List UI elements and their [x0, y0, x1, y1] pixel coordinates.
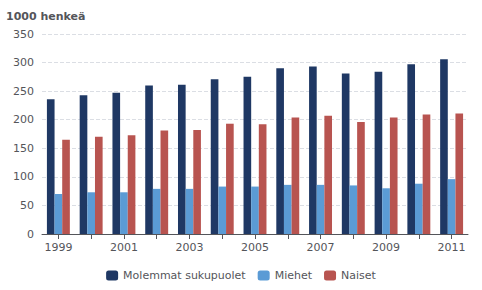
- svg-text:Molemmat sukupuolet: Molemmat sukupuolet: [123, 269, 246, 282]
- svg-text:2009: 2009: [372, 241, 400, 254]
- svg-text:2005: 2005: [241, 241, 269, 254]
- svg-text:150: 150: [13, 142, 34, 155]
- svg-text:2011: 2011: [438, 241, 466, 254]
- svg-text:350: 350: [13, 28, 34, 41]
- svg-text:100: 100: [13, 170, 34, 183]
- svg-text:1000 henkeä: 1000 henkeä: [6, 10, 85, 23]
- svg-text:200: 200: [13, 113, 34, 126]
- svg-text:2007: 2007: [307, 241, 335, 254]
- svg-text:1999: 1999: [44, 241, 72, 254]
- svg-text:Miehet: Miehet: [275, 269, 313, 282]
- svg-text:50: 50: [20, 199, 34, 212]
- svg-text:0: 0: [27, 228, 34, 241]
- svg-text:Naiset: Naiset: [341, 269, 377, 282]
- svg-text:2001: 2001: [110, 241, 138, 254]
- svg-text:250: 250: [13, 85, 34, 98]
- svg-text:2003: 2003: [175, 241, 203, 254]
- svg-text:300: 300: [13, 56, 34, 69]
